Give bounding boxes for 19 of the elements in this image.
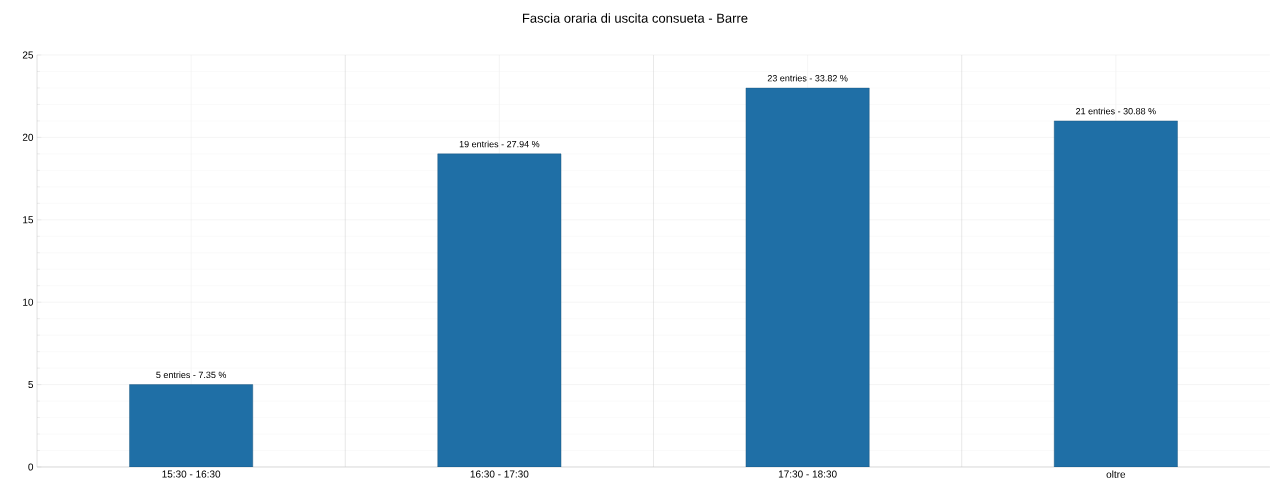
x-tick-label: 15:30 - 16:30: [162, 470, 221, 478]
bar: [745, 87, 870, 467]
data-label: 19 entries - 27.94 %: [459, 140, 540, 148]
y-tick-label: 20: [22, 133, 34, 141]
x-tick-label: 17:30 - 18:30: [778, 470, 837, 478]
bar: [129, 384, 253, 467]
y-tick-label: 10: [23, 298, 34, 306]
y-tick-label: 0: [28, 463, 34, 471]
y-tick-label: 15: [23, 216, 34, 224]
data-label: 23 entries - 33.82 %: [767, 74, 848, 82]
x-tick-label: oltre: [1106, 470, 1126, 478]
bar: [437, 153, 562, 467]
x-tick-label: 16:30 - 17:30: [470, 470, 529, 478]
bar: [1054, 120, 1178, 467]
chart-title: Fascia oraria di uscita consueta - Barre: [523, 13, 748, 23]
data-label: 21 entries - 30.88 %: [1076, 107, 1156, 115]
y-tick-label: 5: [28, 381, 34, 389]
data-label: 5 entries - 7.35 %: [156, 371, 227, 379]
y-tick-label: 25: [22, 51, 34, 59]
